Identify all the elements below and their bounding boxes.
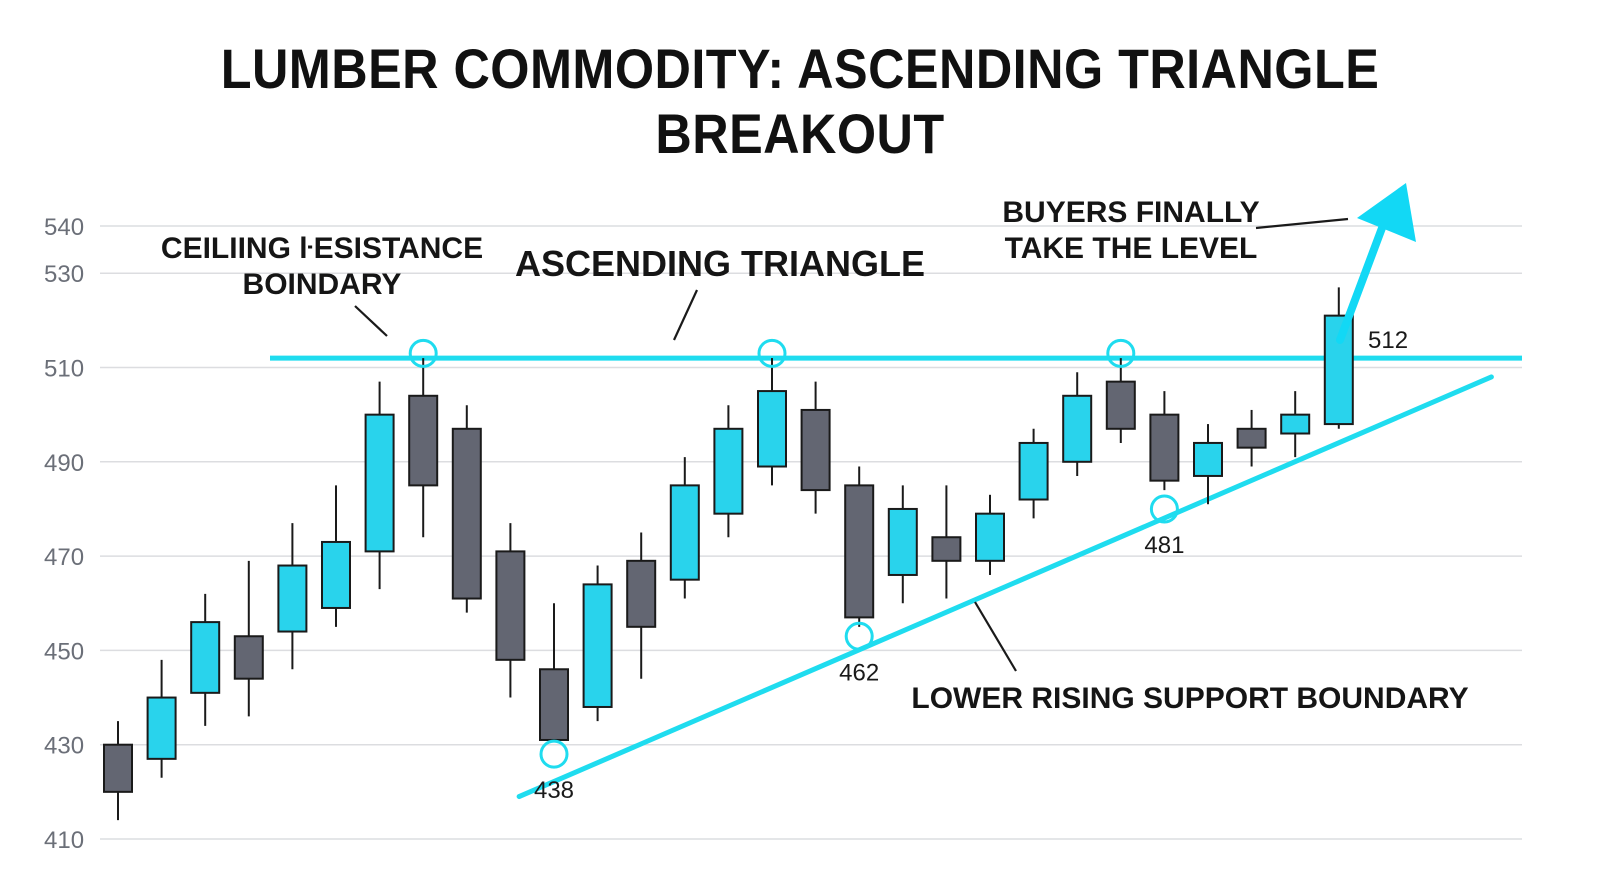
trendlines-layer: 512 — [270, 327, 1522, 800]
candle-25 — [1149, 391, 1180, 491]
candle-body — [800, 408, 831, 492]
pattern-leader-line — [673, 289, 698, 341]
candles-layer — [103, 287, 1354, 821]
resistance-annotation-line-2: BOINDARY — [243, 268, 402, 301]
candle-body — [582, 583, 613, 708]
candle-9 — [451, 405, 482, 613]
candle-body — [190, 621, 221, 694]
pattern-annotation: ASCENDING TRIANGLE — [515, 243, 925, 284]
candle-body — [669, 484, 700, 581]
candle-body — [1236, 427, 1267, 449]
candle-body — [1018, 441, 1049, 501]
y-tick-label-530: 530 — [44, 261, 84, 288]
candle-26 — [1193, 424, 1223, 505]
chart-title: LUMBER COMMODITY: ASCENDING TRIANGLE BRE… — [220, 37, 1380, 165]
candle-7 — [364, 381, 395, 590]
y-tick-label-450: 450 — [44, 638, 84, 665]
candle-body — [1062, 394, 1093, 463]
candle-body — [1280, 413, 1311, 435]
touch-point-marker — [539, 739, 569, 769]
touch-point-label: 438 — [534, 777, 574, 804]
y-tick-label-470: 470 — [44, 544, 84, 571]
candle-3 — [190, 593, 221, 726]
support-annotation: LOWER RISING SUPPORT BOUNDARY — [911, 682, 1468, 715]
candle-13 — [626, 532, 657, 679]
candle-body — [757, 390, 787, 468]
candle-24 — [1105, 358, 1136, 443]
breakout-arrow — [1336, 183, 1416, 344]
touch-point-marker — [1106, 338, 1136, 368]
candle-15 — [713, 405, 744, 538]
candle-2 — [146, 659, 177, 778]
candle-29 — [1323, 287, 1354, 429]
touch-point-marker — [844, 621, 874, 651]
breakout-arrow-shaft — [1336, 224, 1386, 344]
candle-5 — [277, 523, 308, 670]
candle-8 — [408, 358, 439, 538]
candle-20 — [931, 485, 962, 599]
breakout-annotation-line-2: TAKE THE LEVEL — [1005, 232, 1258, 265]
candle-12 — [582, 565, 613, 722]
candle-body — [103, 743, 133, 793]
y-tick-label-510: 510 — [44, 356, 84, 383]
candle-1 — [103, 721, 133, 821]
candle-21 — [975, 494, 1005, 575]
touch-point-marker — [1149, 494, 1179, 524]
touch-point-label: 462 — [839, 659, 879, 686]
candle-27 — [1236, 409, 1267, 467]
breakout-leader-line — [1255, 217, 1349, 230]
support-line — [516, 374, 1494, 800]
resistance-leader-line — [354, 305, 388, 337]
candle-body — [844, 484, 875, 619]
candle-body — [1149, 413, 1180, 482]
candle-body — [626, 559, 657, 628]
candle-6 — [321, 485, 351, 627]
y-tick-label-410: 410 — [44, 827, 84, 854]
candle-body — [539, 668, 569, 741]
candle-4 — [233, 560, 264, 717]
resistance-annotation-line-1: CEILIING ŀESISTANCE — [161, 232, 483, 265]
candle-body — [713, 427, 744, 515]
touch-markers-layer: 438 462 481 — [408, 338, 1184, 804]
y-tick-label-490: 490 — [44, 450, 84, 477]
candle-body — [887, 507, 918, 576]
candle-11 — [539, 603, 569, 741]
candle-28 — [1280, 391, 1311, 458]
candle-body — [408, 394, 439, 487]
resistance-level-label: 512 — [1368, 327, 1408, 354]
candle-body — [975, 512, 1005, 562]
candle-body — [277, 564, 308, 633]
touch-point-marker — [757, 338, 787, 368]
y-tick-label-540: 540 — [44, 214, 84, 241]
breakout-arrow-head — [1357, 183, 1416, 242]
candle-body — [364, 413, 395, 553]
candle-body — [1193, 441, 1223, 477]
candle-body — [321, 540, 351, 609]
support-leader-line — [974, 601, 1017, 672]
touch-point-marker — [408, 338, 438, 368]
candle-18 — [844, 466, 875, 627]
candle-body — [495, 550, 526, 661]
candle-17 — [800, 381, 831, 514]
candle-14 — [669, 457, 700, 599]
candle-body — [931, 536, 962, 562]
candle-body — [1105, 380, 1136, 430]
candle-body — [146, 696, 177, 760]
candle-16 — [757, 358, 787, 486]
candle-22 — [1018, 428, 1049, 519]
y-tick-label-430: 430 — [44, 733, 84, 760]
candle-body — [451, 427, 482, 600]
candle-body — [233, 635, 264, 680]
touch-point-label: 481 — [1144, 532, 1184, 559]
candle-23 — [1062, 372, 1093, 476]
breakout-annotation-line-1: BUYERS FINALLY — [1002, 196, 1259, 229]
candle-19 — [887, 485, 918, 604]
candle-10 — [495, 523, 526, 698]
grid-layer: 410 430 450 470 490 510 530 540 — [44, 214, 1522, 854]
